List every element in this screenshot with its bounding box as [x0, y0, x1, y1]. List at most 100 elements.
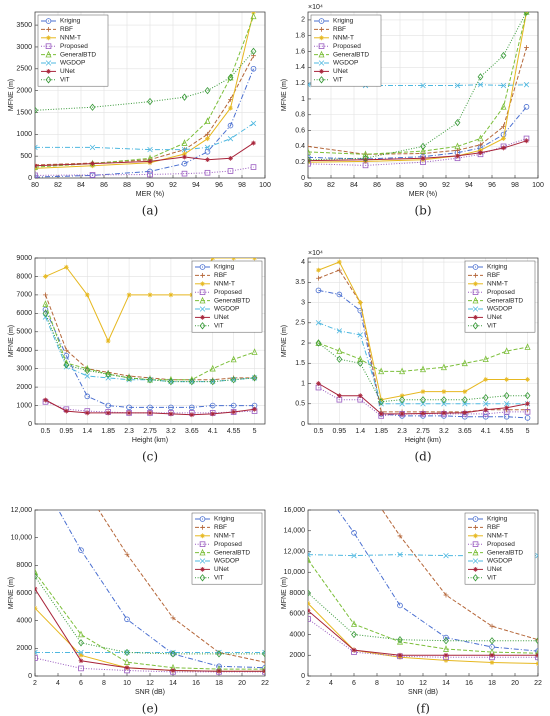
y-tick-label: 0: [28, 421, 32, 428]
marker: [357, 393, 363, 399]
x-tick-label: 2.3: [397, 428, 407, 435]
marker: [216, 668, 222, 674]
marker: [79, 480, 84, 485]
legend-label: UNet: [214, 566, 229, 573]
marker: [209, 402, 216, 409]
x-axis-label: MER (%): [136, 191, 164, 198]
x-tick-label: 20: [511, 680, 519, 687]
legend-marker: [319, 69, 324, 74]
marker: [181, 93, 188, 101]
x-tick-label: 1.4: [355, 428, 365, 435]
panel-label: (c): [142, 450, 158, 464]
x-tick-label: 4.1: [481, 428, 491, 435]
x-tick-label: 20: [238, 680, 246, 687]
marker: [230, 402, 237, 409]
legend-marker: [473, 567, 478, 572]
marker: [477, 82, 484, 88]
marker: [443, 652, 449, 658]
marker: [35, 586, 38, 592]
marker: [124, 551, 130, 557]
y-tick-label: 0: [28, 673, 32, 680]
legend-label: WGDOP: [487, 558, 512, 565]
marker: [336, 328, 343, 334]
x-tick-label: 14: [442, 680, 450, 687]
marker: [210, 411, 216, 417]
series-line: [308, 559, 538, 654]
y-axis-label: MFNE (m): [281, 577, 288, 609]
legend-label: GeneralBTD: [487, 549, 523, 556]
y-tick-label: 10,000: [11, 535, 33, 542]
marker: [443, 637, 449, 645]
marker: [501, 124, 506, 130]
legend-marker: [472, 322, 479, 330]
marker: [63, 361, 70, 369]
series-line: [318, 269, 528, 413]
marker: [477, 73, 484, 81]
y-tick-label: 2: [301, 17, 305, 24]
marker: [147, 410, 153, 416]
series-line: [308, 610, 538, 656]
x-tick-label: 1.85: [374, 428, 388, 435]
marker: [523, 12, 530, 16]
marker: [89, 144, 96, 151]
marker: [535, 661, 538, 666]
x-tick-label: 84: [77, 182, 85, 189]
plot-area: [42, 258, 258, 418]
marker: [524, 415, 531, 421]
legend-label: RBF: [60, 26, 73, 33]
x-tick-label: 96: [488, 182, 496, 189]
series-line: [35, 588, 265, 672]
marker: [231, 258, 237, 261]
marker: [204, 169, 211, 176]
marker: [105, 375, 111, 381]
y-tick-label: 3000: [16, 366, 32, 373]
marker: [124, 648, 130, 657]
x-tick-label: 2.3: [124, 428, 134, 435]
y-axis-label: MFNE (m): [8, 577, 15, 609]
legend-marker: [318, 18, 325, 24]
marker: [204, 148, 211, 155]
marker: [147, 292, 153, 298]
marker: [503, 392, 510, 400]
legend-label: UNet: [333, 68, 348, 75]
legend-marker: [319, 27, 324, 32]
marker: [454, 82, 461, 89]
legend-marker: [199, 306, 206, 312]
axis-exponent: ×10⁴: [308, 4, 323, 11]
marker: [35, 106, 38, 114]
marker: [535, 652, 538, 658]
legend-marker: [199, 574, 206, 582]
marker: [227, 168, 234, 174]
series-line: [308, 603, 538, 664]
y-tick-label: 1: [301, 96, 305, 103]
marker: [227, 122, 234, 129]
legend-label: WGDOP: [333, 60, 358, 67]
legend-label: Proposed: [487, 289, 515, 296]
marker: [230, 355, 237, 363]
y-tick-label: 1000: [16, 131, 32, 138]
marker: [482, 413, 489, 420]
x-tick-label: 3.65: [185, 428, 199, 435]
x-tick-label: 4: [329, 680, 333, 687]
marker: [228, 105, 233, 111]
marker: [501, 136, 506, 141]
marker: [250, 65, 257, 72]
marker: [126, 410, 132, 416]
y-tick-label: 1.5: [295, 360, 305, 367]
marker: [442, 645, 450, 652]
legend-label: RBF: [214, 524, 227, 531]
marker: [378, 398, 385, 406]
legend-marker: [473, 525, 478, 530]
marker: [105, 370, 112, 378]
marker: [170, 650, 176, 658]
x-tick-label: 1.85: [101, 428, 115, 435]
x-tick-label: 22: [261, 680, 269, 687]
plot-area: [315, 259, 531, 421]
legend-label: Proposed: [60, 43, 88, 50]
x-axis-label: SNR (dB): [408, 689, 438, 696]
legend-label: ViT: [214, 323, 224, 330]
y-tick-label: 2: [301, 340, 305, 347]
marker: [478, 142, 483, 148]
marker: [250, 47, 257, 55]
